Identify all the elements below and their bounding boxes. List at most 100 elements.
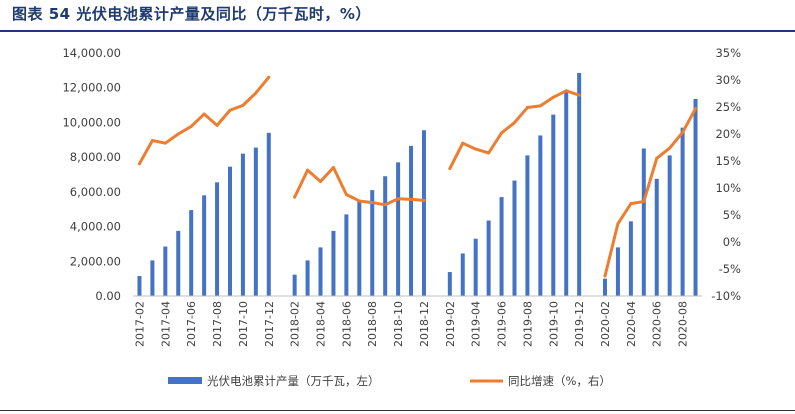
y-right-tick-label: 10% [715,181,741,195]
line-series-group [137,75,698,278]
x-tick-label: 2019-06 [496,301,509,347]
bar-2019-06 [499,197,504,296]
growth-line-segment [603,107,698,278]
x-tick-label: 2017-06 [185,301,198,347]
growth-point-2020-07 [668,146,672,150]
bar-2017-09 [227,166,232,296]
bar-2018-08 [370,190,375,296]
growth-point-2018-05 [331,165,335,169]
y-right-tick-label: 30% [715,73,741,87]
bar-2019-04 [473,238,478,296]
x-tick-label: 2017-04 [159,301,172,347]
bar-2017-08 [215,182,220,296]
bar-2017-11 [253,147,258,296]
growth-point-2017-11 [254,91,258,95]
growth-point-2018-12 [422,198,426,202]
growth-point-2020-09 [694,107,698,111]
growth-point-2019-05 [487,151,491,155]
bar-2019-10 [551,114,556,297]
bar-2018-06 [344,214,349,296]
x-tick-label: 2018-12 [418,301,431,347]
bar-2019-03 [460,253,465,296]
x-tick-label: 2019-12 [573,301,586,347]
bar-2019-07 [512,180,517,296]
growth-point-2017-07 [202,112,206,116]
y-right-tick-label: 5% [723,208,741,222]
growth-line-segment [448,89,581,171]
growth-point-2017-03 [150,138,154,142]
bar-2017-10 [240,153,245,296]
y-right-axis: -10% -5% 0% 5% 10% 15% 20% 25% 30% 35% [711,46,741,303]
bar-2019-11 [564,91,569,296]
bar-2020-06 [654,178,659,296]
growth-point-2018-09 [383,203,387,207]
y-left-tick-label: 0.00 [95,289,121,303]
growth-point-2017-04 [163,141,167,145]
growth-point-2018-10 [396,197,400,201]
bar-2018-02 [292,274,297,296]
growth-point-2017-02 [137,162,141,166]
growth-point-2019-10 [551,95,555,99]
bar-2019-02 [447,272,452,296]
x-tick-label: 2018-04 [315,301,328,347]
growth-point-2017-06 [189,124,193,128]
growth-point-2019-04 [474,147,478,151]
growth-line-segment [293,165,426,207]
y-left-tick-label: 10,000.00 [62,115,121,129]
growth-point-2018-04 [319,180,323,184]
growth-point-2019-02 [448,167,452,171]
bar-2020-05 [641,148,646,296]
legend-swatch-bar [168,377,202,384]
bar-2018-09 [383,176,388,296]
growth-point-2019-08 [525,106,529,110]
bar-2019-09 [538,135,543,296]
x-tick-label: 2020-06 [651,301,664,347]
y-left-tick-label: 8,000.00 [70,150,121,164]
x-tick-label: 2020-02 [599,301,612,347]
growth-point-2018-07 [357,199,361,203]
growth-point-2020-05 [642,200,646,203]
y-left-tick-label: 4,000.00 [70,220,121,234]
x-tick-label: 2018-08 [366,301,379,347]
bar-2020-02 [603,278,608,296]
y-left-tick-label: 12,000.00 [62,81,121,95]
growth-point-2017-10 [241,103,245,107]
x-tick-label: 2019-08 [521,301,534,347]
bar-2018-03 [305,260,310,296]
bar-2017-04 [163,246,168,296]
growth-point-2020-04 [629,202,633,206]
growth-point-2020-08 [681,130,685,134]
x-tick-label: 2019-04 [470,301,483,347]
y-right-tick-label: -10% [711,289,741,303]
bar-2019-08 [525,155,530,296]
growth-point-2019-12 [577,93,581,97]
growth-point-2017-12 [267,75,271,79]
y-right-tick-label: 0% [723,235,741,249]
bar-series-group [137,72,698,297]
growth-point-2017-05 [176,132,180,136]
growth-point-2018-02 [293,195,297,199]
growth-point-2020-02 [603,274,607,278]
growth-point-2017-08 [215,123,219,127]
chart-title: 图表 54 光伏电池累计产量及同比（万千瓦时，%） [12,5,371,23]
x-tick-label: 2017-12 [263,301,276,347]
bar-2017-07 [202,195,207,296]
bar-2017-05 [176,230,181,296]
growth-point-2018-11 [409,197,413,201]
x-tick-label: 2019-10 [547,301,560,347]
y-right-tick-label: 35% [715,46,741,60]
y-left-tick-label: 14,000.00 [62,46,121,60]
bar-2017-03 [150,260,155,296]
growth-point-2018-06 [344,192,348,196]
x-tick-label: 2020-04 [625,301,638,347]
growth-line-segment [137,75,271,166]
bottom-rule [0,410,795,411]
y-left-tick-label: 2,000.00 [70,254,121,268]
legend: 光伏电池累计产量（万千瓦，左） 同比增速（%，右） [168,374,611,388]
x-tick-label: 2019-02 [444,301,457,347]
bar-2018-11 [409,145,414,296]
x-tick-label: 2018-10 [392,301,405,347]
bar-2017-02 [137,276,142,296]
y-left-axis: 0.00 2,000.00 4,000.00 6,000.00 8,000.00 10,0… [62,46,121,303]
